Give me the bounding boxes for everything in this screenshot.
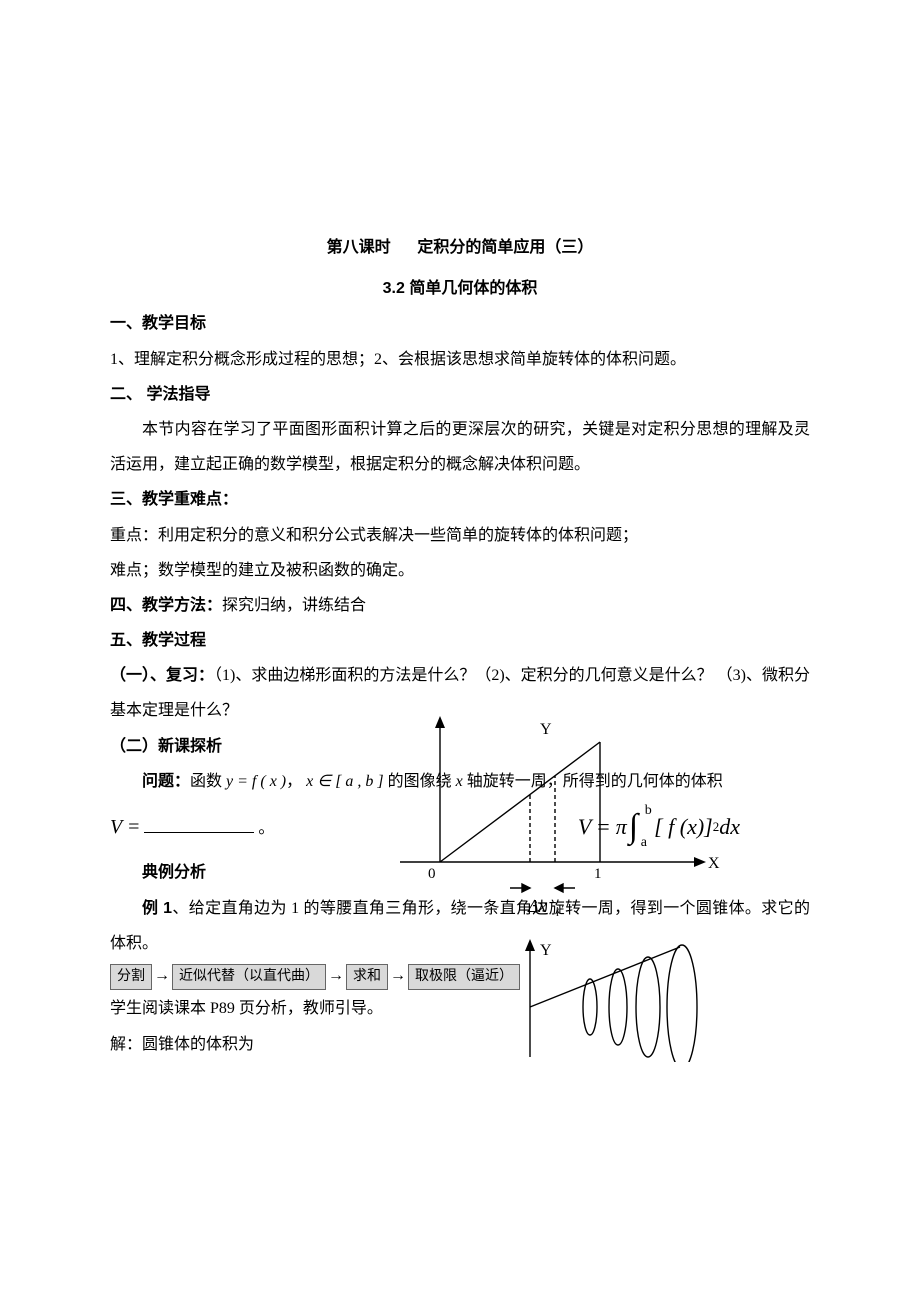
fig-O: 0: [428, 866, 436, 882]
sec3-diff: 难点；数学模型的建立及被积函数的确定。: [110, 553, 810, 588]
sec4-head: 四、教学方法：: [110, 597, 222, 614]
fig-one: 1: [594, 866, 602, 882]
ex1-label: 例 1: [142, 900, 172, 917]
sec3-key: 重点：利用定积分的意义和积分公式表解决一些简单的旋转体的体积问题；: [110, 518, 810, 553]
sec4-rest: 探究归纳，讲练结合: [222, 597, 366, 614]
sec2-head: 二、 学法指导: [110, 377, 810, 412]
step-b: 近似代替（以直代曲）: [172, 964, 326, 990]
subtitle: 3.2 简单几何体的体积: [110, 271, 810, 306]
sec1-body: 1、理解定积分概念形成过程的思想；2、会根据该思想求简单旋转体的体积问题。: [110, 342, 810, 377]
figure: Y X 0 1 Δx i Y: [370, 712, 730, 1062]
fig-Y2: Y: [540, 942, 552, 959]
arrow1: →: [152, 961, 172, 991]
lesson-label: 第八课时: [327, 239, 391, 256]
sec2-body: 本节内容在学习了平面图形面积计算之后的更深层次的研究，关键是对定积分思想的理解及…: [110, 412, 810, 482]
q-a: 函数: [190, 773, 226, 790]
q-b: ，: [286, 773, 306, 790]
period: 。: [258, 820, 274, 837]
step-a: 分割: [110, 964, 152, 990]
fig-dx: Δx: [527, 896, 547, 916]
sec1-head: 一、教学目标: [110, 306, 810, 341]
title-right: 定积分的简单应用（三）: [417, 239, 593, 256]
fig-Y: Y: [540, 721, 552, 738]
fig-dx-sub: i: [556, 905, 559, 919]
v-blank-group: V = 。: [110, 805, 274, 849]
v-eq: V =: [110, 816, 140, 838]
sec3-head: 三、教学重难点：: [110, 482, 810, 517]
fig-X: X: [708, 855, 720, 872]
question-label: 问题：: [142, 773, 190, 790]
arrow2: →: [326, 961, 346, 991]
blank-line: [144, 816, 254, 834]
sec5-head: 五、教学过程: [110, 623, 810, 658]
q-math1: y = f ( x ): [226, 773, 286, 790]
review-label: （一）、复习：: [110, 667, 214, 684]
